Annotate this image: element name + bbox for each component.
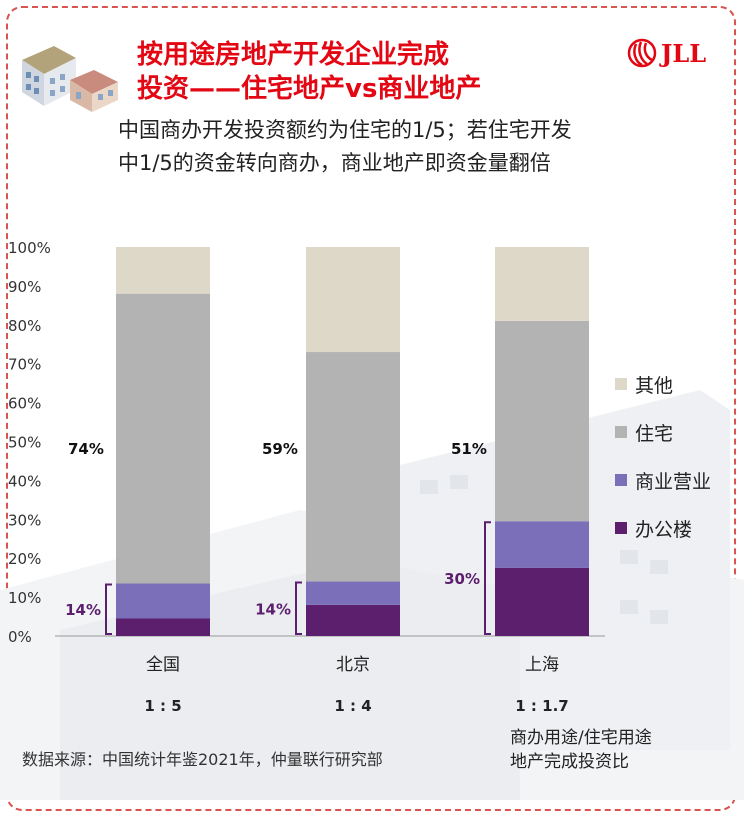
ratio-label: 1 : 4 [334,697,371,715]
building-illustration-icon [22,46,118,112]
residential-share-label: 59% [262,440,298,458]
y-tick-label: 20% [8,550,41,568]
legend-item: 其他 [615,372,711,397]
y-tick-label: 100% [8,239,51,257]
legend-swatch [615,522,627,534]
card-frame [6,6,736,811]
jll-logo: JLL [627,38,706,68]
ratio-label: 1 : 1.7 [515,697,568,715]
y-tick-label: 40% [8,472,41,490]
y-tick-label: 10% [8,589,41,607]
y-tick-label: 60% [8,395,41,413]
bar-segment [116,293,210,584]
bars [116,247,589,636]
x-tick-label: 全国 [146,655,180,675]
commercial-share-label: 30% [444,570,480,588]
commercial-bracket [295,581,302,635]
residential-share-label: 51% [451,440,487,458]
legend: 其他住宅商业营业办公楼 [615,372,711,564]
page-title: 按用途房地产开发企业完成 投资——住宅地产vs商业地产 [137,38,597,106]
jll-swirl-icon [627,38,657,68]
bar-segment [306,581,400,605]
ratio-caption-line-1: 商办用途/住宅用途 [510,728,652,748]
legend-label: 办公楼 [635,518,693,541]
bar-segment [495,521,589,568]
legend-item: 住宅 [615,420,711,445]
commercial-share-label: 14% [255,600,291,618]
y-tick-label: 80% [8,317,41,335]
legend-label: 商业营业 [635,470,712,493]
bar-segment [116,247,210,294]
bar-segment [495,247,589,321]
x-tick-label: 北京 [336,655,370,675]
y-axis: 0% 10% 20% 30% 40% 50% 60% 70% 80% 90% 100% [8,239,51,646]
ratio-label: 1 : 5 [144,697,181,715]
bar-segment [116,618,210,636]
legend-label: 其他 [635,374,674,397]
data-labels: 全国 1 : 5 74% 14% 北京 1 : 4 59% 14% 上海 1 : 1.7 51% 30… [65,440,569,715]
subtitle-line-2: 中1/5的资金转向商办，商业地产即资金量翻倍 [118,151,551,175]
y-tick-label: 70% [8,356,41,374]
y-tick-label: 90% [8,278,41,296]
title-line-2: 投资——住宅地产vs商业地产 [137,74,482,104]
legend-item: 商业营业 [615,468,712,493]
bar-segment [116,583,210,619]
legend-item: 办公楼 [615,516,711,541]
subtitle-line-1: 中国商办开发投资额约为住宅的1/5；若住宅开发 [118,118,572,142]
commercial-share-label: 14% [65,601,101,619]
legend-swatch [615,378,627,390]
y-tick-label: 30% [8,511,41,529]
residential-share-label: 74% [68,440,104,458]
commercial-bracket [484,521,491,635]
legend-swatch [615,474,627,486]
bar-segment [495,567,589,636]
ratio-caption-line-2: 地产完成投资比 [510,752,629,772]
legend-label: 住宅 [635,422,674,445]
x-tick-label: 上海 [525,655,559,675]
bar-segment [306,604,400,636]
y-tick-label: 50% [8,434,41,452]
commercial-bracket [105,583,112,635]
y-tick-label: 0% [8,628,32,646]
subtitle: 中国商办开发投资额约为住宅的1/5；若住宅开发 中1/5的资金转向商办，商业地产… [118,114,718,180]
ratio-caption: 商办用途/住宅用途 地产完成投资比 [510,726,720,774]
legend-swatch [615,426,627,438]
bar-segment [495,320,589,522]
source-note: 数据来源：中国统计年鉴2021年，仲量联行研究部 [22,750,383,769]
bar-segment [306,352,400,582]
bar-segment [306,247,400,353]
title-line-1: 按用途房地产开发企业完成 [137,40,450,70]
logo-text: JLL [661,38,707,68]
